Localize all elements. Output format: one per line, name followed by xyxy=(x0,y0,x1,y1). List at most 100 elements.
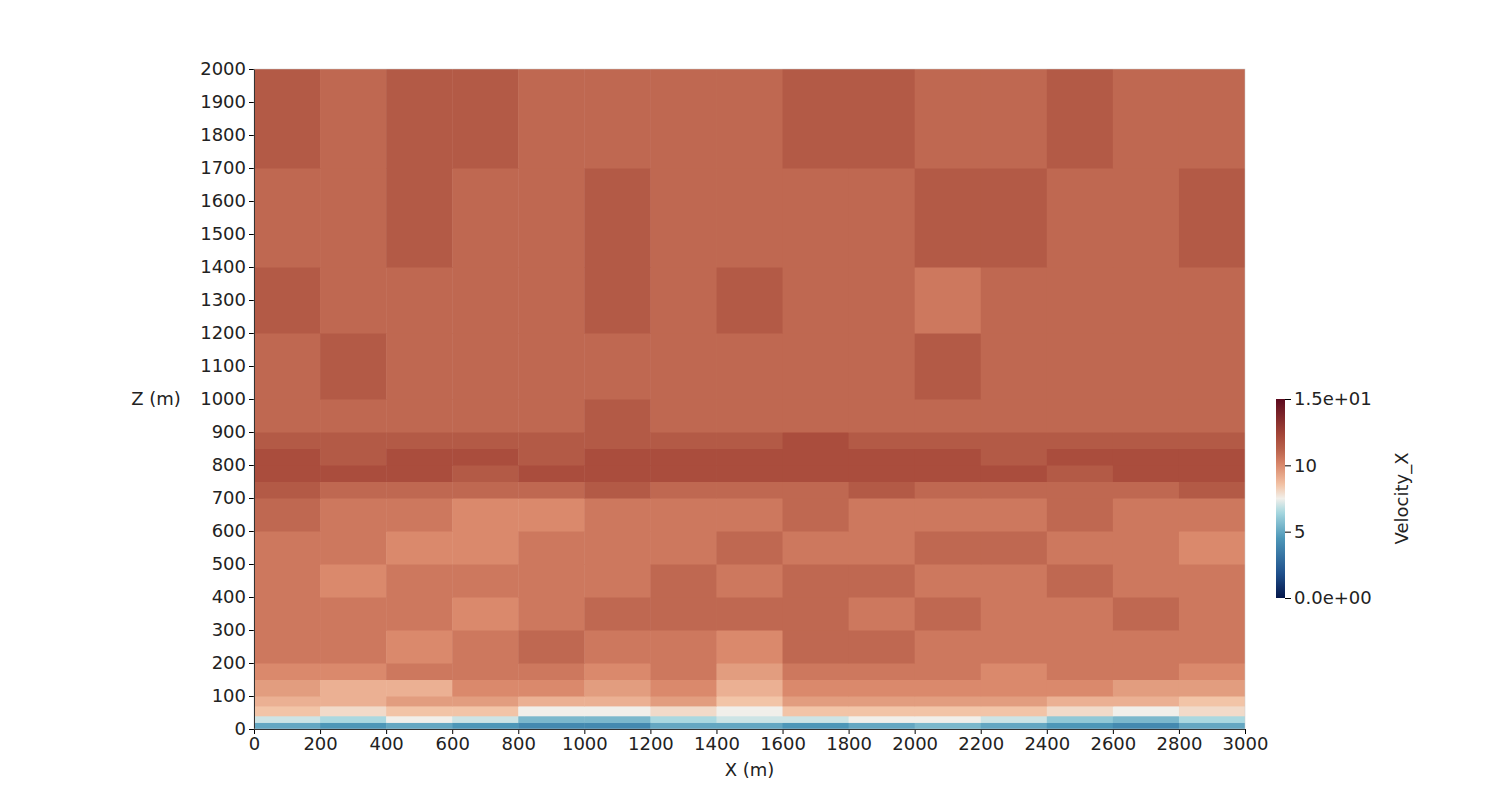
heatmap-cell xyxy=(1113,432,1180,449)
x-tick-label: 800 xyxy=(502,733,536,754)
heatmap-cell xyxy=(915,716,982,723)
x-tick: 400 xyxy=(369,729,403,754)
heatmap-cell xyxy=(584,465,651,482)
heatmap-cell xyxy=(650,333,717,400)
x-tick-label: 600 xyxy=(436,733,470,754)
y-tick: 1000 xyxy=(200,388,254,409)
heatmap-cell xyxy=(1113,498,1180,532)
y-axis: 0100200300400500600700800900100011001200… xyxy=(200,58,254,739)
y-tick-label: 1300 xyxy=(200,289,246,310)
colorbar-tick: 5 xyxy=(1285,521,1305,542)
heatmap-cell xyxy=(320,630,387,664)
heatmap-cell xyxy=(716,399,783,433)
heatmap-cell xyxy=(783,716,850,723)
heatmap-cell xyxy=(716,465,783,482)
heatmap-cell xyxy=(915,168,982,268)
heatmap-cell xyxy=(320,267,387,334)
heatmap-cell xyxy=(1179,333,1245,400)
heatmap-cell xyxy=(452,597,519,631)
heatmap-cell xyxy=(716,663,783,680)
colorbar-tick: 0.0e+00 xyxy=(1285,587,1372,608)
heatmap-cell xyxy=(1047,680,1114,697)
heatmap-cell xyxy=(650,531,717,565)
heatmap-cell xyxy=(452,680,519,697)
y-tick-label: 500 xyxy=(212,553,246,574)
heatmap-cell xyxy=(915,267,982,334)
heatmap-cell xyxy=(1113,69,1180,169)
heatmap-cell xyxy=(386,333,453,400)
heatmap-cell xyxy=(849,564,916,598)
heatmap-cell xyxy=(386,696,453,706)
x-axis-title: X (m) xyxy=(725,759,775,780)
y-tick-label: 0 xyxy=(235,718,246,739)
heatmap-cell xyxy=(1047,399,1114,433)
heatmap-cell xyxy=(650,680,717,697)
heatmap-cell xyxy=(452,663,519,680)
heatmap-cell xyxy=(584,449,651,466)
heatmap-cell xyxy=(849,168,916,268)
x-tick: 2800 xyxy=(1157,729,1203,754)
y-tick-label: 200 xyxy=(212,652,246,673)
heatmap-cell xyxy=(650,630,717,664)
heatmap-cell xyxy=(320,482,387,499)
heatmap-cell xyxy=(386,531,453,565)
heatmap-cell xyxy=(849,630,916,664)
y-tick: 400 xyxy=(212,586,254,607)
heatmap-cell xyxy=(1179,267,1245,334)
x-tick: 1000 xyxy=(562,729,608,754)
heatmap-cell xyxy=(1047,498,1114,532)
colorbar-tick-mark xyxy=(1285,465,1291,466)
heatmap-cell xyxy=(849,716,916,723)
y-tick-label: 700 xyxy=(212,487,246,508)
heatmap-cell xyxy=(254,168,321,268)
heatmap-cell xyxy=(584,630,651,664)
heatmap-cell xyxy=(783,168,850,268)
colorbar-tick-label: 5 xyxy=(1294,521,1305,542)
heatmap-cell xyxy=(584,680,651,697)
heatmap-cell xyxy=(584,267,651,334)
colorbar-tick-label: 10 xyxy=(1294,455,1317,476)
heatmap-cell xyxy=(320,449,387,466)
heatmap-cell xyxy=(1113,449,1180,466)
heatmap-cell xyxy=(320,69,387,169)
y-tick: 1100 xyxy=(200,355,254,376)
x-tick-label: 2800 xyxy=(1157,733,1203,754)
heatmap-cell xyxy=(716,267,783,334)
heatmap-cell xyxy=(518,716,585,723)
heatmap-cell xyxy=(254,399,321,433)
y-tick: 1900 xyxy=(200,91,254,112)
heatmap-cell xyxy=(1047,465,1114,482)
y-tick: 1400 xyxy=(200,256,254,277)
heatmap-cell xyxy=(783,531,850,565)
heatmap-cell xyxy=(849,696,916,706)
heatmap-cell xyxy=(1179,663,1245,680)
heatmap-cell xyxy=(518,722,585,729)
heatmap-cell xyxy=(981,498,1048,532)
heatmap-cell xyxy=(386,564,453,598)
heatmap-cell xyxy=(1179,482,1245,499)
heatmap-cell xyxy=(1113,465,1180,482)
heatmap-cell xyxy=(584,597,651,631)
heatmap-cell xyxy=(849,597,916,631)
heatmap-cell xyxy=(849,531,916,565)
colorbar-tick: 10 xyxy=(1285,455,1317,476)
heatmap-cell xyxy=(386,498,453,532)
heatmap-cell xyxy=(915,597,982,631)
heatmap-cell xyxy=(1047,333,1114,400)
heatmap-cell xyxy=(254,630,321,664)
heatmap-cell xyxy=(320,564,387,598)
y-tick: 1700 xyxy=(200,157,254,178)
heatmap-cell xyxy=(849,498,916,532)
heatmap-cell xyxy=(783,498,850,532)
heatmap-cell xyxy=(584,716,651,723)
heatmap-cell xyxy=(452,531,519,565)
colorbar-tick-mark xyxy=(1285,598,1291,599)
y-tick-label: 600 xyxy=(212,520,246,541)
heatmap-cell xyxy=(254,465,321,482)
heatmap-cell xyxy=(518,267,585,334)
y-tick-label: 1700 xyxy=(200,157,246,178)
heatmap-cell xyxy=(1113,716,1180,723)
heatmap-cell xyxy=(320,168,387,268)
heatmap-cell xyxy=(716,498,783,532)
x-tick-label: 200 xyxy=(303,733,337,754)
